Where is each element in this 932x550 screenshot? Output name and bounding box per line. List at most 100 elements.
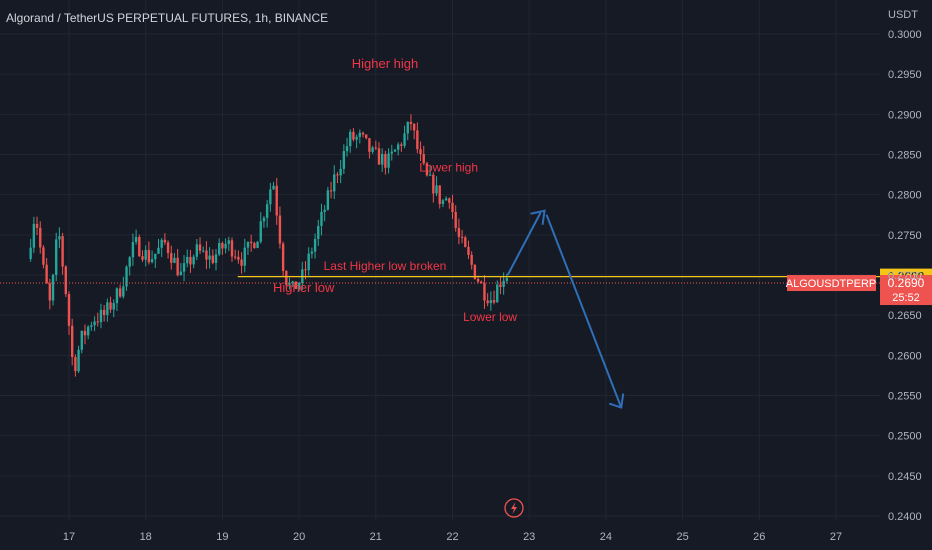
candle-body <box>489 300 493 304</box>
candle-body <box>441 200 445 205</box>
candle-body <box>259 221 262 242</box>
candle-body <box>233 256 237 258</box>
candle-body <box>83 330 87 336</box>
candle-body <box>115 288 119 304</box>
candle-body <box>272 185 275 190</box>
candle-body <box>451 202 454 212</box>
candle-body <box>480 281 483 284</box>
candle-body <box>224 243 227 249</box>
candle-body <box>74 356 77 372</box>
y-tick-label: 0.2750 <box>888 230 922 242</box>
candle-body <box>403 133 406 146</box>
candle-body <box>342 151 346 169</box>
price-badge <box>880 275 932 306</box>
candle-body <box>221 243 224 249</box>
candle-body <box>368 138 371 152</box>
x-tick-label: 26 <box>753 531 765 543</box>
candle-body <box>313 238 317 252</box>
projection-arrow-down[interactable] <box>545 214 623 408</box>
candle-body <box>262 217 266 222</box>
candle-body <box>86 326 90 336</box>
candle-body <box>355 136 358 140</box>
candle-body <box>390 151 393 154</box>
candle-body <box>323 209 326 212</box>
candle-body <box>483 283 486 301</box>
candle-body <box>96 321 99 323</box>
currency-label: USDT <box>888 9 918 21</box>
candle-body <box>179 271 183 276</box>
x-tick-label: 22 <box>446 531 458 543</box>
candle-body <box>326 190 330 210</box>
projection-arrow-up[interactable] <box>506 212 542 276</box>
candle-body <box>499 284 502 287</box>
candle-body <box>150 259 154 263</box>
candle-body <box>278 215 282 244</box>
candle-body <box>412 124 416 131</box>
candle-body <box>208 255 211 260</box>
candle-body <box>99 309 103 323</box>
candle-body <box>454 211 457 228</box>
candle-body <box>147 249 151 263</box>
candle-body <box>253 243 256 249</box>
candle-body <box>486 300 489 304</box>
lightning-icon[interactable] <box>504 498 524 518</box>
candle-body <box>125 266 128 287</box>
candle-body <box>109 302 112 310</box>
candle-body <box>310 251 314 254</box>
candle-body <box>243 247 246 266</box>
candle-body <box>492 300 496 303</box>
candle-body <box>288 283 291 285</box>
annotation-label: Higher high <box>352 56 419 71</box>
candle-body <box>320 211 323 226</box>
countdown-label: 25:52 <box>892 292 920 304</box>
candle-body <box>317 225 320 239</box>
annotation-label: Lower high <box>419 160 478 174</box>
candle-body <box>218 243 221 255</box>
x-tick-label: 21 <box>370 531 382 543</box>
candle-body <box>384 154 387 168</box>
candle-body <box>35 223 39 228</box>
y-tick-label: 0.2450 <box>888 471 922 483</box>
x-tick-label: 23 <box>523 531 535 543</box>
candle-body <box>464 237 467 247</box>
candle-body <box>349 131 352 147</box>
candle-body <box>432 174 435 194</box>
candle-body <box>39 227 42 248</box>
candle-body <box>64 266 68 295</box>
candle-body <box>144 249 147 260</box>
y-tick-label: 0.2950 <box>888 69 922 81</box>
candle-body <box>419 149 422 155</box>
annotation-label: Last Higher low broken <box>324 259 447 273</box>
candle-body <box>230 240 234 257</box>
projection-arrow-down-head <box>608 393 625 409</box>
y-tick-label: 0.2900 <box>888 109 922 121</box>
candle-body <box>51 274 55 301</box>
x-tick-label: 27 <box>830 531 842 543</box>
candle-body <box>186 256 189 264</box>
candle-body <box>400 144 403 146</box>
candle-body <box>192 256 195 265</box>
candle-body <box>275 185 278 216</box>
candle-body <box>198 244 202 251</box>
candle-body <box>237 256 240 260</box>
candle-body <box>358 132 362 137</box>
candle-body <box>128 257 131 267</box>
projection-arrows[interactable] <box>506 209 625 409</box>
candle-body <box>409 121 413 125</box>
candle-body <box>406 121 409 134</box>
candle-body <box>374 147 377 149</box>
y-tick-label: 0.2850 <box>888 150 922 162</box>
candle-body <box>61 236 64 267</box>
annotation-label: Lower low <box>463 310 517 324</box>
candle-body <box>122 286 125 297</box>
candle-body <box>112 303 115 310</box>
candle-body <box>29 247 32 259</box>
candle-body <box>416 130 419 150</box>
candle-body <box>333 174 336 192</box>
candle-body <box>70 325 74 357</box>
candle-body <box>470 254 473 265</box>
price-badge-label: 0.2690 <box>888 276 925 290</box>
candle-body <box>205 250 208 260</box>
